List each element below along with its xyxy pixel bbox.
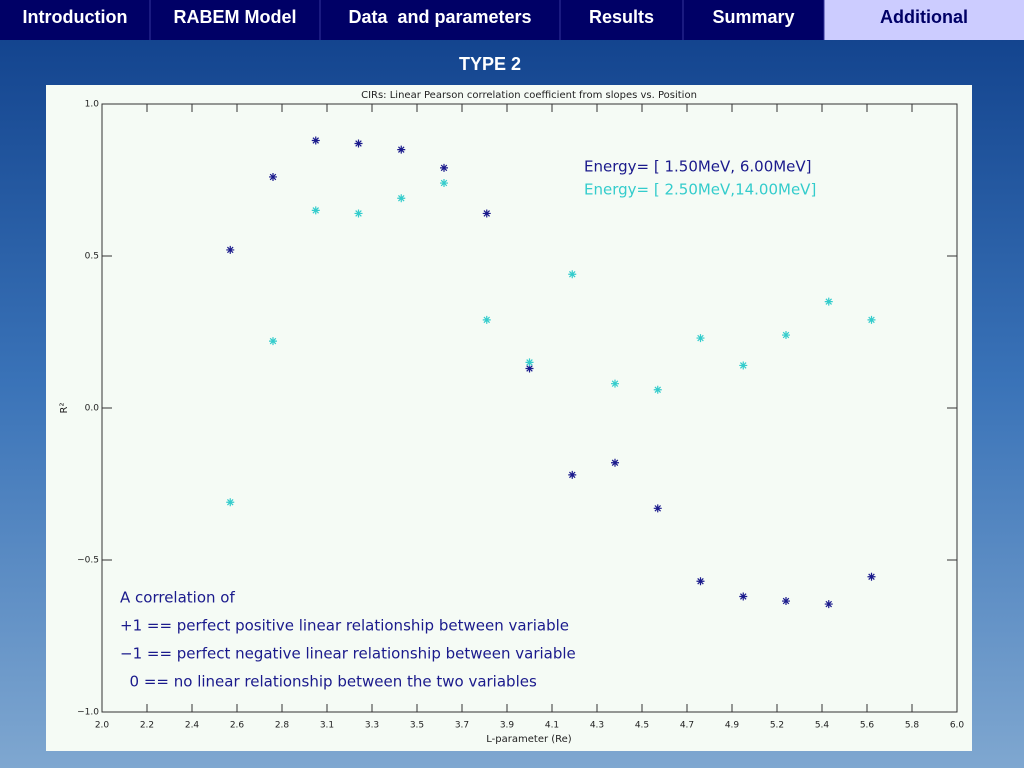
x-tick-label: 2.0: [95, 721, 110, 731]
data-point: [397, 194, 406, 203]
data-point: [739, 592, 748, 601]
nav-item[interactable]: Data and parameters: [348, 7, 531, 27]
annotation: 0 == no linear relationship between the …: [120, 673, 537, 691]
data-point: [611, 458, 619, 467]
data-point: [739, 361, 748, 370]
data-point: [824, 297, 833, 306]
annotation: A correlation of: [120, 589, 235, 607]
data-point: [440, 179, 448, 188]
x-tick-label: 3.1: [320, 721, 334, 731]
data-point: [782, 331, 790, 340]
x-tick-label: 4.3: [590, 721, 604, 731]
data-point: [653, 385, 662, 394]
x-tick-label: 4.1: [545, 721, 559, 731]
x-tick-label: 3.9: [500, 721, 515, 731]
data-point: [311, 136, 320, 145]
nav-item[interactable]: Additional: [880, 7, 968, 27]
data-point: [354, 139, 363, 148]
y-tick-label: −0.5: [77, 556, 99, 566]
data-point: [226, 245, 235, 254]
data-point: [867, 315, 876, 324]
x-tick-label: 4.9: [725, 721, 740, 731]
x-tick-label: 2.6: [230, 721, 245, 731]
data-point: [611, 379, 619, 388]
data-point: [525, 358, 534, 367]
data-point: [824, 600, 833, 609]
x-tick-label: 5.6: [860, 721, 875, 731]
data-point: [568, 470, 577, 479]
x-tick-label: 3.7: [455, 721, 469, 731]
x-tick-label: 5.2: [770, 721, 784, 731]
x-tick-label: 3.5: [410, 721, 424, 731]
nav-item[interactable]: Results: [589, 7, 654, 27]
x-tick-label: 5.8: [905, 721, 920, 731]
data-point: [482, 209, 491, 218]
y-tick-label: 1.0: [85, 100, 100, 110]
data-point: [311, 206, 320, 215]
data-point: [696, 577, 705, 586]
annotation: +1 == perfect positive linear relationsh…: [120, 617, 569, 635]
chart-panel: [46, 85, 972, 751]
chart-title: CIRs: Linear Pearson correlation coeffic…: [361, 90, 697, 101]
data-point: [867, 572, 876, 581]
x-tick-label: 2.4: [185, 721, 200, 731]
data-point: [482, 315, 491, 324]
data-point: [269, 172, 277, 181]
nav-item[interactable]: Summary: [712, 7, 794, 27]
nav-item[interactable]: RABEM Model: [174, 7, 297, 27]
data-point: [354, 209, 363, 218]
y-tick-label: 0.0: [85, 404, 100, 414]
x-tick-label: 4.5: [635, 721, 649, 731]
x-tick-label: 2.2: [140, 721, 154, 731]
y-axis-label: R²: [59, 403, 70, 414]
data-point: [653, 504, 662, 513]
x-tick-label: 2.8: [275, 721, 290, 731]
data-point: [397, 145, 406, 154]
slide-heading: TYPE 2: [459, 54, 521, 74]
x-tick-label: 4.7: [680, 721, 694, 731]
data-point: [525, 364, 534, 373]
data-point: [226, 498, 235, 507]
data-point: [782, 597, 790, 606]
x-tick-label: 6.0: [950, 721, 965, 731]
legend-entry: Energy= [ 1.50MeV, 6.00MeV]: [584, 158, 812, 176]
data-point: [568, 270, 577, 279]
x-tick-label: 3.3: [365, 721, 379, 731]
nav-item[interactable]: Introduction: [23, 7, 128, 27]
x-tick-label: 5.4: [815, 721, 830, 731]
nav-active-bg: [824, 0, 1024, 40]
data-point: [696, 334, 705, 343]
legend-entry: Energy= [ 2.50MeV,14.00MeV]: [584, 181, 816, 199]
y-tick-label: −1.0: [77, 708, 99, 718]
data-point: [440, 163, 448, 172]
annotation: −1 == perfect negative linear relationsh…: [120, 645, 576, 663]
x-axis-label: L-parameter (Re): [486, 734, 572, 745]
data-point: [269, 337, 277, 346]
y-tick-label: 0.5: [85, 252, 99, 262]
